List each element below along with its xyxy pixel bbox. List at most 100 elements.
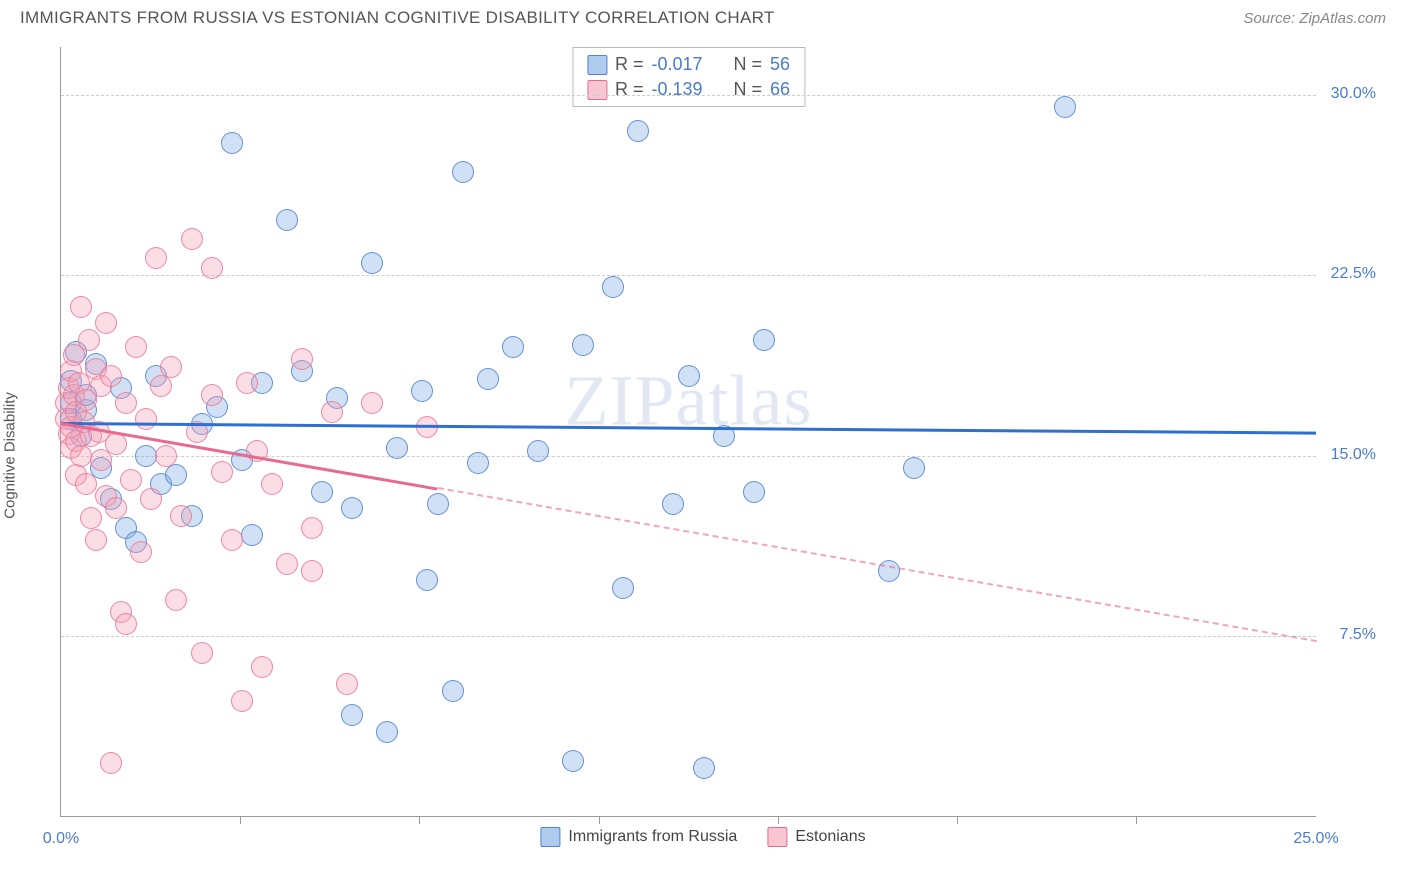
legend-swatch-blue [540, 827, 560, 847]
scatter-point [602, 276, 624, 298]
legend-r-label: R = [615, 79, 644, 100]
legend-bottom-item: Immigrants from Russia [540, 827, 737, 847]
legend-row: R = -0.017 N = 56 [587, 52, 790, 77]
scatter-point [276, 553, 298, 575]
scatter-point [90, 449, 112, 471]
x-tick [419, 816, 420, 824]
scatter-point [78, 329, 100, 351]
scatter-point [361, 252, 383, 274]
scatter-point [276, 209, 298, 231]
correlation-legend: R = -0.017 N = 56R = -0.139 N = 66 [572, 47, 805, 107]
scatter-point [221, 529, 243, 551]
scatter-point [75, 473, 97, 495]
x-tick-label: 25.0% [1293, 830, 1338, 848]
scatter-point [477, 368, 499, 390]
x-tick [957, 816, 958, 824]
legend-n-value: 66 [770, 79, 790, 100]
trend-line [61, 422, 1316, 435]
scatter-point [261, 473, 283, 495]
legend-bottom-label: Estonians [795, 828, 865, 846]
scatter-point [160, 356, 182, 378]
scatter-point [140, 488, 162, 510]
scatter-point [291, 348, 313, 370]
scatter-point [100, 365, 122, 387]
scatter-point [321, 401, 343, 423]
scatter-point [612, 577, 634, 599]
scatter-point [572, 334, 594, 356]
legend-r-value: -0.017 [651, 54, 702, 75]
scatter-point [903, 457, 925, 479]
scatter-point [376, 721, 398, 743]
scatter-point [301, 517, 323, 539]
scatter-point [878, 560, 900, 582]
scatter-point [191, 642, 213, 664]
scatter-point [145, 247, 167, 269]
legend-n-value: 56 [770, 54, 790, 75]
scatter-point [100, 752, 122, 774]
scatter-point [743, 481, 765, 503]
scatter-point [467, 452, 489, 474]
plot-area: ZIPatlas R = -0.017 N = 56R = -0.139 N =… [60, 47, 1316, 817]
scatter-point [181, 228, 203, 250]
scatter-point [115, 392, 137, 414]
scatter-point [627, 120, 649, 142]
scatter-point [678, 365, 700, 387]
scatter-point [95, 312, 117, 334]
scatter-point [130, 541, 152, 563]
scatter-point [170, 505, 192, 527]
scatter-point [341, 704, 363, 726]
scatter-point [120, 469, 142, 491]
scatter-point [236, 372, 258, 394]
y-axis-label: Cognitive Disability [2, 392, 19, 519]
scatter-point [150, 375, 172, 397]
scatter-point [693, 757, 715, 779]
trend-line [437, 487, 1316, 642]
x-tick [599, 816, 600, 824]
scatter-point [80, 507, 102, 529]
scatter-point [311, 481, 333, 503]
legend-bottom-item: Estonians [767, 827, 865, 847]
y-tick-label: 15.0% [1331, 446, 1376, 464]
scatter-point [386, 437, 408, 459]
scatter-point [201, 257, 223, 279]
scatter-point [155, 445, 177, 467]
chart-title: IMMIGRANTS FROM RUSSIA VS ESTONIAN COGNI… [20, 8, 775, 28]
legend-n-label: N = [734, 79, 763, 100]
scatter-point [165, 589, 187, 611]
scatter-point [416, 569, 438, 591]
scatter-point [442, 680, 464, 702]
scatter-point [85, 529, 107, 551]
x-tick [1136, 816, 1137, 824]
scatter-point [1054, 96, 1076, 118]
scatter-point [361, 392, 383, 414]
scatter-point [502, 336, 524, 358]
scatter-point [125, 336, 147, 358]
legend-swatch-pink [587, 80, 607, 100]
scatter-point [231, 690, 253, 712]
scatter-point [211, 461, 233, 483]
legend-r-value: -0.139 [651, 79, 702, 100]
scatter-point [562, 750, 584, 772]
scatter-point [427, 493, 449, 515]
gridline [61, 636, 1316, 637]
scatter-point [336, 673, 358, 695]
scatter-point [115, 613, 137, 635]
scatter-point [341, 497, 363, 519]
scatter-point [70, 296, 92, 318]
legend-r-label: R = [615, 54, 644, 75]
gridline [61, 275, 1316, 276]
scatter-point [241, 524, 263, 546]
source-attribution: Source: ZipAtlas.com [1243, 10, 1386, 27]
scatter-point [527, 440, 549, 462]
gridline [61, 95, 1316, 96]
legend-bottom-label: Immigrants from Russia [568, 828, 737, 846]
y-tick-label: 7.5% [1340, 626, 1376, 644]
scatter-point [251, 656, 273, 678]
scatter-point [411, 380, 433, 402]
legend-row: R = -0.139 N = 66 [587, 77, 790, 102]
y-tick-label: 30.0% [1331, 85, 1376, 103]
scatter-point [301, 560, 323, 582]
scatter-point [70, 445, 92, 467]
scatter-point [135, 408, 157, 430]
series-legend: Immigrants from Russia Estonians [540, 827, 865, 847]
